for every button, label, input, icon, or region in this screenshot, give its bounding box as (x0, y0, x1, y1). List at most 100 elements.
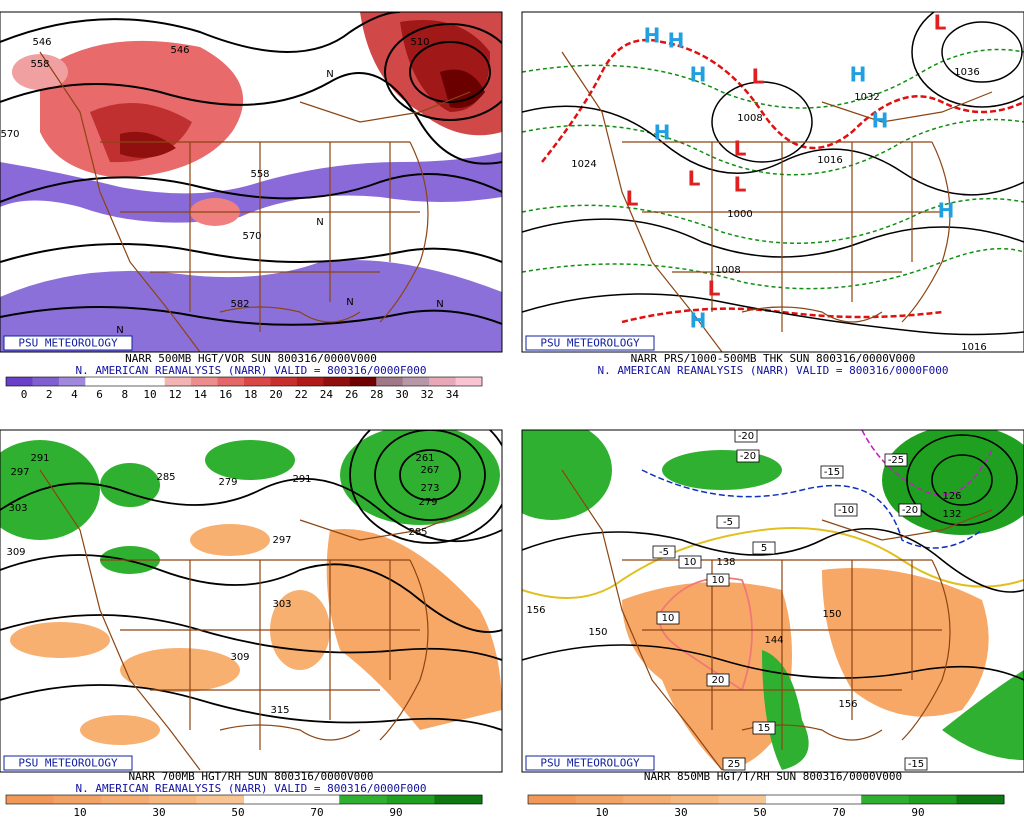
colorbar-label: 30 (152, 806, 165, 819)
contour-label: -25 (888, 455, 904, 466)
badge-box (3, 335, 133, 351)
humid-area (190, 524, 270, 556)
contour-label: -5 (659, 547, 669, 558)
humid-area (80, 715, 160, 745)
low-center: L (688, 167, 701, 191)
colorbar-segment (528, 795, 577, 804)
contour-label: 309 (230, 652, 249, 663)
label-box (656, 611, 680, 625)
contour-label: 156 (526, 605, 545, 616)
caption: NARR 850MB HGT/T/RH SUN 800316/0000V000 (644, 770, 902, 783)
colorbar-segment (270, 377, 298, 386)
contour-label: 315 (270, 705, 289, 716)
contour-label: -20 (902, 505, 918, 516)
height-contour (0, 72, 502, 165)
label-box (722, 757, 746, 771)
colorbar-label: 0 (21, 388, 28, 401)
colorbar-segment (191, 377, 219, 386)
contour-label: 1024 (571, 159, 596, 170)
map-area: -20 -20 -25 -15 -10 -20 -5 -5 5 10 10 10 20 15 25 -15 15… (522, 430, 1024, 772)
contour-label: 150 (822, 609, 841, 620)
thickness-contour (522, 197, 1024, 244)
temp-0 (522, 527, 1024, 599)
high-center: H (872, 109, 889, 133)
colorbar-label: 2 (46, 388, 53, 401)
map-area: 546 558 570 546 558 570 582 510 N N N N N (0, 12, 502, 352)
colorbar-label: 18 (244, 388, 257, 401)
low-center: L (626, 187, 639, 211)
colorbar-segment (670, 795, 719, 804)
state-border (379, 559, 429, 741)
contour-label: 144 (764, 635, 783, 646)
contour-label: -10 (838, 505, 854, 516)
contour-label: 546 (32, 37, 51, 48)
colorbar-segment (402, 377, 430, 386)
height-contour (0, 614, 502, 661)
label-box (752, 541, 776, 555)
height-contour (0, 554, 502, 633)
colorbar-segment (455, 377, 483, 386)
colorbar-label: 28 (370, 388, 383, 401)
colorbar-frame (5, 376, 483, 387)
caption: NARR 700MB HGT/RH SUN 800316/0000V000 (128, 770, 373, 783)
colorbar-label: 50 (231, 806, 244, 819)
colorbar-segment (138, 377, 166, 386)
state-border (219, 306, 361, 323)
humid-area (662, 450, 782, 490)
contour-label: -20 (740, 451, 756, 462)
contour-label: 303 (8, 503, 27, 514)
colorbar-label: 26 (345, 388, 358, 401)
colorbar-label: 16 (219, 388, 232, 401)
state-border (39, 51, 201, 352)
colorbar-segment (718, 795, 767, 804)
low-center: L (752, 65, 765, 89)
colorbar-segment (861, 795, 910, 804)
thickness-contour (621, 307, 943, 324)
humid-area (762, 650, 809, 770)
colorbar-segment (196, 795, 245, 804)
humid-area (100, 463, 160, 507)
colorbar-segment (164, 377, 192, 386)
contour-label: 150 (588, 627, 607, 638)
colorbar-label: 90 (911, 806, 924, 819)
temp-minus (641, 469, 983, 549)
colorbar-segment (244, 795, 293, 804)
contour-label: 261 (415, 453, 434, 464)
badge-box (3, 755, 133, 771)
colorbar-segment (32, 377, 60, 386)
state-border (561, 469, 723, 771)
low-center: L (708, 277, 721, 301)
label-box (736, 449, 760, 463)
colorbar-segment (813, 795, 862, 804)
contour-label: 1036 (954, 67, 979, 78)
label-box (884, 453, 908, 467)
colorbar-segment (956, 795, 1005, 804)
map-frame (521, 429, 1024, 773)
badge: PSU METEOROLOGY (540, 337, 640, 350)
colorbar-label: 10 (73, 806, 86, 819)
map-frame (521, 11, 1024, 353)
colorbar-label: 70 (832, 806, 845, 819)
low-center: L (734, 173, 747, 197)
colorbar-segment (6, 377, 33, 386)
contour-label: 126 (942, 491, 961, 502)
state-border (299, 91, 471, 123)
colorbar-label: 14 (194, 388, 208, 401)
thickness-contour (522, 118, 1024, 176)
contour-label: 510 (410, 37, 429, 48)
vorticity-symbol: N (116, 325, 123, 336)
badge: PSU METEOROLOGY (18, 757, 118, 770)
map-background (522, 12, 1024, 352)
isobar (522, 293, 1024, 336)
contour-label: 10 (712, 575, 725, 586)
contour-label: 273 (420, 483, 439, 494)
colorbar-frame (527, 794, 1005, 805)
thickness-540 (541, 38, 1024, 163)
label-box (904, 757, 928, 771)
contour-label: 10 (684, 557, 697, 568)
contour-label: 1016 (817, 155, 842, 166)
high-center: H (850, 63, 867, 87)
contour-label: 558 (250, 169, 269, 180)
